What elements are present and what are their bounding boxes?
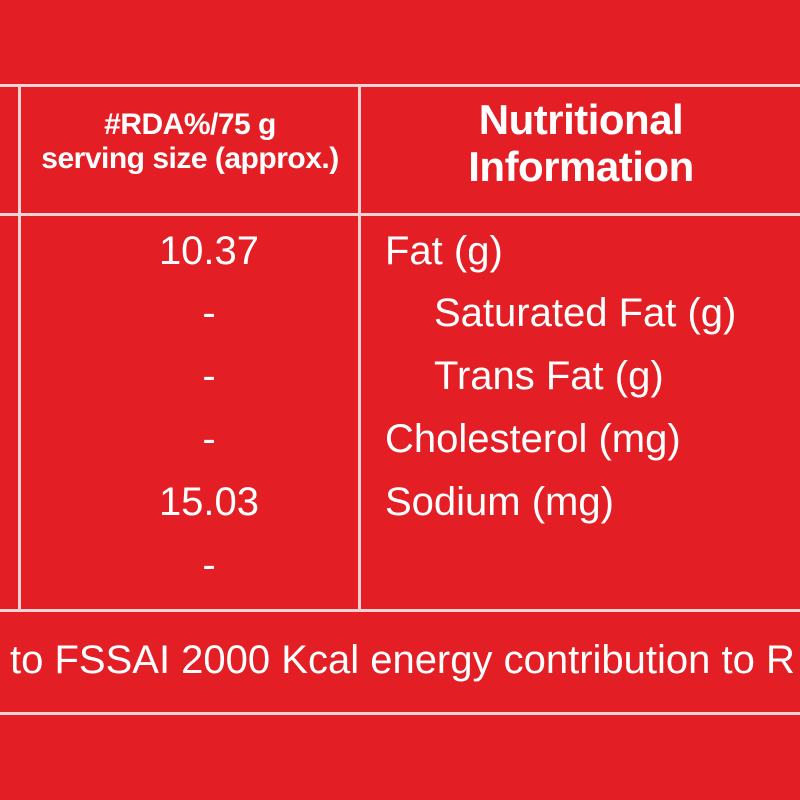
rda-header-line1: #RDA%/75 g	[104, 108, 276, 141]
rda-value-sodium: 15.03	[158, 480, 260, 524]
footer-bottom-border	[0, 712, 800, 715]
rda-value-saturated-fat: -	[202, 291, 216, 335]
header-divider	[0, 213, 800, 216]
rda-value-trans-fat: -	[202, 354, 216, 398]
nutrient-sodium: Sodium (mg)	[385, 480, 614, 524]
left-column-divider	[18, 84, 21, 612]
rda-value-extra: -	[202, 543, 216, 587]
table-bottom-border	[0, 609, 800, 612]
nutrient-trans-fat: Trans Fat (g)	[434, 354, 664, 398]
nutrition-header-line2: Information	[468, 143, 694, 191]
nutrient-cholesterol: Cholesterol (mg)	[385, 417, 681, 461]
rda-header-line2: serving size (approx.)	[41, 141, 339, 175]
table-top-border	[0, 84, 800, 87]
nutrition-column-header: Nutritional Information	[362, 96, 800, 190]
nutrient-fat: Fat (g)	[385, 229, 503, 273]
footer-note: to FSSAI 2000 Kcal energy contribution t…	[10, 638, 795, 682]
rda-value-fat: 10.37	[158, 229, 260, 273]
rda-value-cholesterol: -	[202, 417, 216, 461]
rda-column-header: #RDA%/75 g serving size (approx.)	[22, 108, 358, 175]
nutrient-saturated-fat: Saturated Fat (g)	[434, 291, 737, 335]
nutrition-header-line1: Nutritional	[478, 96, 684, 143]
middle-column-divider	[358, 84, 361, 612]
